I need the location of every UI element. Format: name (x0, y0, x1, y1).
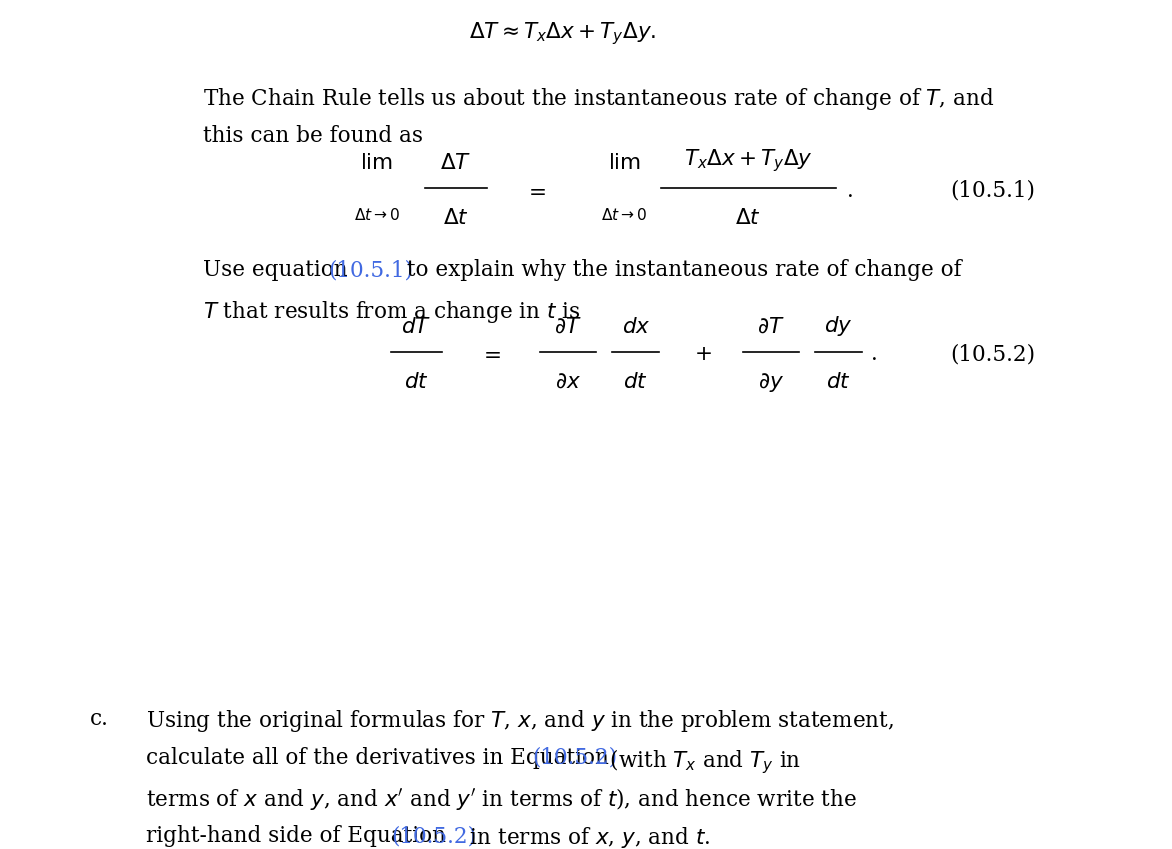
Text: this can be found as: this can be found as (203, 125, 423, 147)
Text: c.: c. (90, 708, 109, 729)
Text: $dx$: $dx$ (621, 316, 650, 338)
Text: (10.5.1): (10.5.1) (328, 259, 414, 281)
Text: Use equation: Use equation (203, 259, 354, 281)
Text: in terms of $x$, $y$, and $t$.: in terms of $x$, $y$, and $t$. (463, 825, 710, 849)
Text: $\lim$: $\lim$ (361, 152, 394, 174)
Text: $dt$: $dt$ (624, 371, 648, 392)
Text: $T_x \Delta x + T_y \Delta y$: $T_x \Delta x + T_y \Delta y$ (684, 148, 812, 174)
Text: $=$: $=$ (478, 343, 500, 365)
Text: $\Delta t \to 0$: $\Delta t \to 0$ (601, 207, 648, 224)
Text: .: . (847, 180, 853, 201)
Text: $\Delta T$: $\Delta T$ (441, 152, 471, 174)
Text: $\partial T$: $\partial T$ (554, 316, 582, 338)
Text: $\partial y$: $\partial y$ (758, 371, 784, 394)
Text: $\Delta t$: $\Delta t$ (443, 207, 469, 229)
Text: $\Delta T \approx T_x \Delta x + T_y \Delta y.$: $\Delta T \approx T_x \Delta x + T_y \De… (469, 20, 656, 48)
Text: (10.5.2): (10.5.2) (950, 343, 1035, 365)
Text: $\partial x$: $\partial x$ (556, 371, 581, 392)
Text: (10.5.1): (10.5.1) (950, 180, 1035, 201)
Text: $dT$: $dT$ (401, 316, 431, 338)
Text: $\Delta t$: $\Delta t$ (736, 207, 762, 229)
Text: $T$ that results from a change in $t$ is: $T$ that results from a change in $t$ is (203, 299, 580, 324)
Text: $\Delta t \to 0$: $\Delta t \to 0$ (354, 207, 400, 224)
Text: $dt$: $dt$ (404, 371, 429, 392)
Text: The Chain Rule tells us about the instantaneous rate of change of $T$, and: The Chain Rule tells us about the instan… (203, 86, 994, 112)
Text: terms of $x$ and $y$, and $x'$ and $y'$ in terms of $t$), and hence write the: terms of $x$ and $y$, and $x'$ and $y'$ … (146, 786, 857, 812)
Text: (10.5.2): (10.5.2) (532, 747, 618, 769)
Text: calculate all of the derivatives in Equation: calculate all of the derivatives in Equa… (146, 747, 616, 769)
Text: (with $T_x$ and $T_y$ in: (with $T_x$ and $T_y$ in (604, 747, 802, 776)
Text: to explain why the instantaneous rate of change of: to explain why the instantaneous rate of… (400, 259, 961, 281)
Text: $\partial T$: $\partial T$ (757, 316, 785, 338)
Text: (10.5.2): (10.5.2) (391, 825, 477, 847)
Text: $dy$: $dy$ (824, 314, 853, 338)
Text: .: . (871, 343, 878, 365)
Text: $+$: $+$ (695, 343, 713, 365)
Text: $dt$: $dt$ (826, 371, 851, 392)
Text: $\lim$: $\lim$ (608, 152, 641, 174)
Text: Using the original formulas for $T$, $x$, and $y$ in the problem statement,: Using the original formulas for $T$, $x$… (146, 708, 894, 734)
Text: right-hand side of Equation: right-hand side of Equation (146, 825, 454, 847)
Text: $=$: $=$ (524, 180, 545, 201)
